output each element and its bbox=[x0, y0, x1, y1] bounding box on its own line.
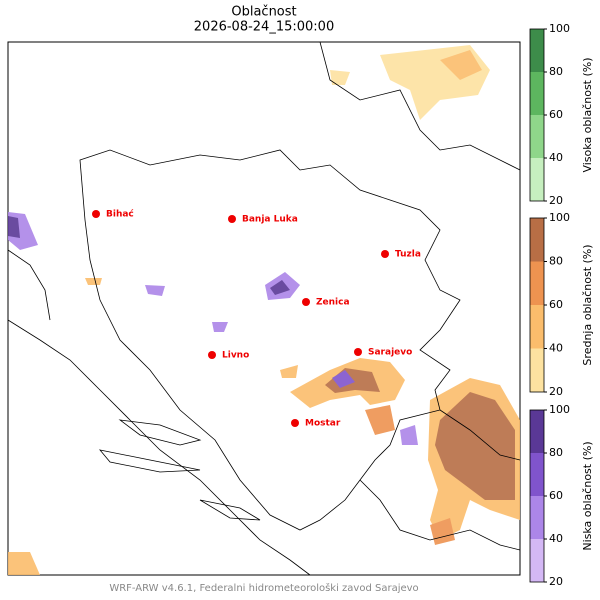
colorbar-label: Visoka oblačnost (%) bbox=[581, 57, 594, 172]
colorbar-tick-label: 60 bbox=[549, 298, 563, 311]
city-label: Livno bbox=[222, 351, 249, 361]
country-border bbox=[79, 149, 461, 531]
colorbar-band bbox=[530, 261, 544, 305]
island bbox=[199, 499, 261, 521]
colorbar-band bbox=[530, 453, 544, 496]
colorbar-tick-label: 80 bbox=[549, 446, 563, 459]
colorbar-tick-label: 20 bbox=[549, 385, 563, 398]
colorbar-tick-label: 20 bbox=[549, 194, 563, 207]
colorbar-tick-label: 60 bbox=[549, 108, 563, 121]
colorbar-tick-label: 100 bbox=[549, 211, 570, 224]
map-frame bbox=[7, 41, 521, 576]
city-label: Banja Luka bbox=[242, 215, 298, 225]
colorbar-band bbox=[530, 29, 544, 72]
colorbar-tick-label: 100 bbox=[549, 403, 570, 416]
colorbar-tick-label: 80 bbox=[549, 255, 563, 268]
colorbar-band bbox=[530, 218, 544, 262]
colorbar-label: Srednja oblačnost (%) bbox=[581, 244, 594, 365]
colorbar-band bbox=[530, 305, 544, 349]
cities: Bihać Banja Luka Tuzla Zenica Sarajevo Livno M… bbox=[92, 209, 421, 429]
colorbar-tick-label: 40 bbox=[549, 342, 563, 355]
colorbar-tick-label: 60 bbox=[549, 489, 563, 502]
coastline bbox=[7, 319, 311, 576]
city-marker bbox=[302, 298, 310, 306]
country-border bbox=[319, 41, 521, 171]
island bbox=[98, 449, 201, 473]
city-marker bbox=[291, 419, 299, 427]
colorbar-tick-label: 80 bbox=[549, 65, 563, 78]
colorbar-tick-label: 40 bbox=[549, 532, 563, 545]
colorbar-band bbox=[530, 72, 544, 115]
cloud-areas bbox=[8, 45, 520, 575]
city-marker bbox=[228, 215, 236, 223]
colorbar-band bbox=[530, 539, 544, 582]
city-marker bbox=[92, 210, 100, 218]
colorbar-band bbox=[530, 410, 544, 453]
island bbox=[118, 419, 202, 446]
colorbar-band bbox=[530, 115, 544, 158]
city-label: Sarajevo bbox=[368, 348, 412, 358]
country-border bbox=[359, 479, 521, 551]
colorbar-tick-label: 20 bbox=[549, 575, 563, 588]
footer: WRF-ARW v4.6.1, Federalni hidrometeorolo… bbox=[109, 582, 418, 594]
colorbars: 20 40 60 80 100 Visoka oblačnost (%) 20 40 60 80 1… bbox=[529, 22, 594, 588]
city-marker bbox=[381, 250, 389, 258]
city-label: Bihać bbox=[106, 209, 134, 220]
city-marker bbox=[354, 348, 362, 356]
city-label: Zenica bbox=[316, 298, 350, 308]
coastline bbox=[7, 249, 51, 321]
map bbox=[7, 41, 521, 576]
subtitle: 2026-08-24_15:00:00 bbox=[194, 20, 334, 35]
colorbar-tick-label: 100 bbox=[549, 22, 570, 35]
colorbar-band bbox=[530, 496, 544, 539]
country-border bbox=[439, 409, 521, 461]
city-marker bbox=[208, 351, 216, 359]
colorbar-label: Niska oblačnost (%) bbox=[581, 441, 594, 550]
city-label: Tuzla bbox=[395, 250, 421, 260]
colorbar-band bbox=[530, 158, 544, 201]
colorbar-tick-label: 40 bbox=[549, 151, 563, 164]
title: Oblačnost bbox=[231, 5, 296, 20]
colorbar-band bbox=[530, 348, 544, 392]
city-label: Mostar bbox=[305, 419, 341, 429]
